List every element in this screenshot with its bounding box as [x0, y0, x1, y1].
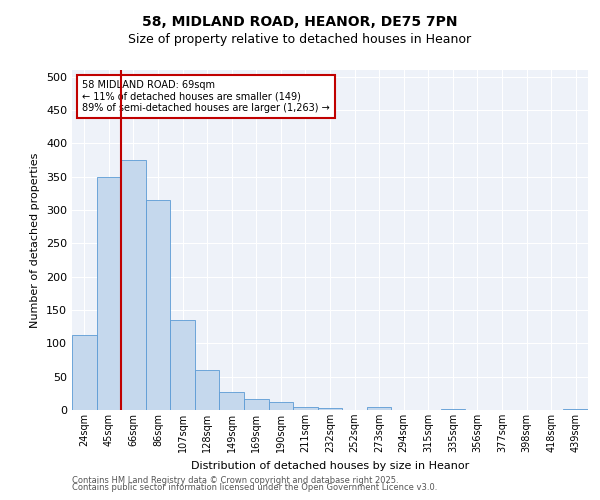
Text: 58 MIDLAND ROAD: 69sqm
← 11% of detached houses are smaller (149)
89% of semi-de: 58 MIDLAND ROAD: 69sqm ← 11% of detached… — [82, 80, 330, 114]
Bar — [195, 370, 220, 410]
Bar — [293, 406, 318, 410]
Bar — [121, 160, 146, 410]
Bar — [220, 392, 244, 410]
Bar — [72, 334, 97, 410]
Text: Size of property relative to detached houses in Heanor: Size of property relative to detached ho… — [128, 32, 472, 46]
Bar — [97, 176, 121, 410]
Bar — [170, 320, 195, 410]
Text: Contains HM Land Registry data © Crown copyright and database right 2025.: Contains HM Land Registry data © Crown c… — [72, 476, 398, 485]
Bar — [146, 200, 170, 410]
X-axis label: Distribution of detached houses by size in Heanor: Distribution of detached houses by size … — [191, 460, 469, 470]
Bar — [269, 402, 293, 410]
Text: Contains public sector information licensed under the Open Government Licence v3: Contains public sector information licen… — [72, 484, 437, 492]
Bar — [367, 408, 391, 410]
Bar — [244, 398, 269, 410]
Bar — [318, 408, 342, 410]
Text: 58, MIDLAND ROAD, HEANOR, DE75 7PN: 58, MIDLAND ROAD, HEANOR, DE75 7PN — [142, 15, 458, 29]
Y-axis label: Number of detached properties: Number of detached properties — [31, 152, 40, 328]
